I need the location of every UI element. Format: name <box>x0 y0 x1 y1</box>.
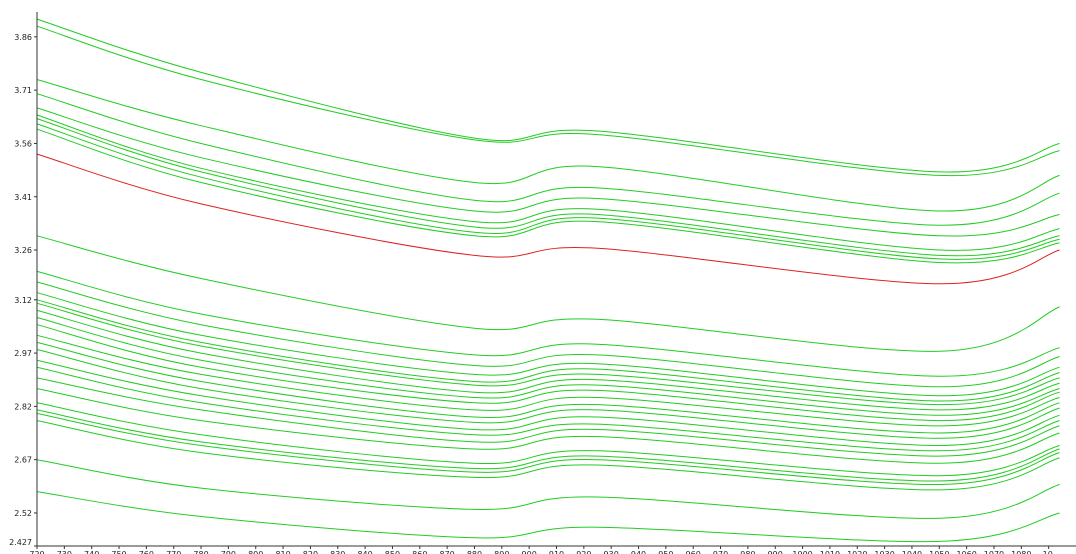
x-tick-label: 1020 <box>847 550 867 554</box>
y-tick-label: 3.56 <box>14 139 32 148</box>
series-line <box>36 114 1060 251</box>
x-tick-label: 10 <box>1043 550 1053 554</box>
x-tick-label: 1060 <box>956 550 976 554</box>
x-tick-label: 760 <box>139 550 154 554</box>
series-line <box>36 324 1060 422</box>
x-tick-label: 1040 <box>902 550 922 554</box>
series-line <box>36 18 1060 173</box>
series-line <box>36 235 1060 352</box>
series-line <box>36 25 1060 177</box>
series-line <box>36 317 1060 416</box>
y-tick-label: 2.52 <box>14 509 32 518</box>
x-tick-label: 940 <box>631 550 646 554</box>
series-line <box>36 299 1060 402</box>
x-axis-ticks: 720 730 740 750 760 770 780 790 800 810 820 830 840 8… <box>29 546 1053 554</box>
series-line <box>36 341 1060 434</box>
x-tick-label: 1000 <box>792 550 812 554</box>
x-tick-label: 970 <box>713 550 728 554</box>
y-tick-label: 2.97 <box>14 349 32 358</box>
series-line <box>36 377 1060 457</box>
series-line <box>36 388 1060 464</box>
series-line <box>36 334 1060 427</box>
x-tick-label: 740 <box>84 550 99 554</box>
series-line <box>36 491 1060 543</box>
y-tick-label: 3.86 <box>14 33 32 42</box>
series-line <box>36 128 1060 264</box>
series-line <box>36 349 1060 439</box>
y-tick-label: 2.82 <box>14 402 32 411</box>
series-line <box>36 309 1060 411</box>
series-line <box>36 292 1060 397</box>
x-tick-label: 1010 <box>820 550 840 554</box>
x-tick-label: 780 <box>193 550 208 554</box>
x-tick-label: 1070 <box>984 550 1004 554</box>
x-tick-label: 910 <box>549 550 564 554</box>
x-tick-label: 810 <box>275 550 290 554</box>
series-line <box>36 118 1060 257</box>
series-line-red <box>36 153 1060 285</box>
x-tick-label: 770 <box>166 550 181 554</box>
x-tick-label: 850 <box>385 550 400 554</box>
series-line <box>36 270 1060 377</box>
series-line <box>36 459 1060 519</box>
x-tick-label: 1050 <box>929 550 949 554</box>
series-line <box>36 302 1060 406</box>
y-tick-label: 3.71 <box>14 86 32 95</box>
x-tick-label: 730 <box>57 550 72 554</box>
y-tick-label: 3.41 <box>14 193 32 202</box>
x-tick-label: 1080 <box>1011 550 1031 554</box>
x-tick-label: 830 <box>330 550 345 554</box>
x-tick-label: 720 <box>29 550 44 554</box>
x-tick-label: 990 <box>768 550 783 554</box>
x-tick-label: 880 <box>467 550 482 554</box>
series-line <box>36 409 1060 482</box>
y-tick-label: 2.427 <box>9 538 32 547</box>
x-tick-label: 750 <box>111 550 126 554</box>
x-tick-label: 1030 <box>874 550 894 554</box>
series-line <box>36 123 1060 260</box>
series-line <box>36 79 1060 212</box>
series-line <box>36 366 1060 452</box>
x-tick-label: 980 <box>740 550 755 554</box>
x-tick-label: 790 <box>221 550 236 554</box>
series-line <box>36 420 1060 491</box>
series-layer <box>36 18 1060 543</box>
x-tick-label: 890 <box>494 550 509 554</box>
x-tick-label: 930 <box>604 550 619 554</box>
x-tick-label: 960 <box>686 550 701 554</box>
x-tick-label: 800 <box>248 550 263 554</box>
x-tick-label: 820 <box>303 550 318 554</box>
x-tick-label: 950 <box>658 550 673 554</box>
series-line <box>36 93 1060 226</box>
x-tick-label: 920 <box>576 550 591 554</box>
x-tick-label: 900 <box>522 550 537 554</box>
x-tick-label: 870 <box>439 550 454 554</box>
y-tick-label: 2.67 <box>14 456 32 465</box>
series-line <box>36 402 1060 477</box>
series-line <box>36 359 1060 447</box>
x-tick-label: 840 <box>357 550 372 554</box>
series-line <box>36 281 1060 388</box>
series-line <box>36 107 1060 237</box>
y-tick-label: 3.12 <box>14 296 32 305</box>
y-axis-ticks: 2.427 2.52 2.67 2.82 2.97 3.12 3.26 3.41 3.56 3.7… <box>9 33 37 547</box>
series-line <box>36 413 1060 486</box>
x-tick-label: 860 <box>412 550 427 554</box>
y-tick-label: 3.26 <box>14 246 32 255</box>
